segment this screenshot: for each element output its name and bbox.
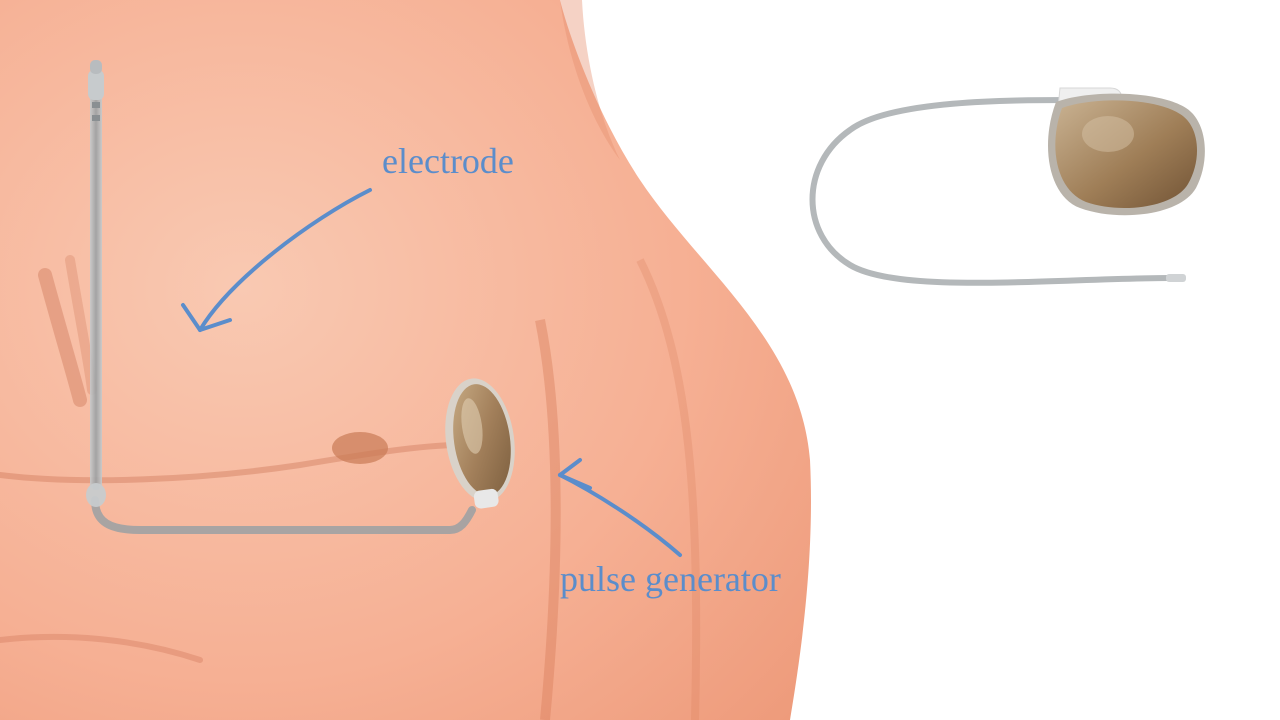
- torso: [0, 0, 811, 720]
- device-inset: [813, 88, 1205, 283]
- diagram-canvas: electrode pulse generator: [0, 0, 1280, 720]
- illustration-svg: [0, 0, 1280, 720]
- label-electrode: electrode: [382, 140, 514, 182]
- label-pulse-generator: pulse generator: [560, 558, 781, 600]
